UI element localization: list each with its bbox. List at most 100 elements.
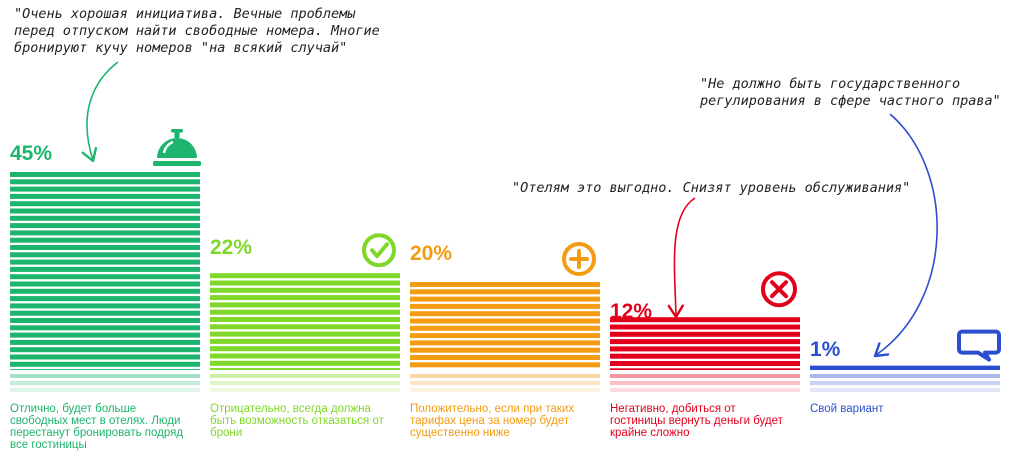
bar-2-stripe [210, 280, 400, 286]
category-label-1: Отлично, будет больше свободных мест в о… [10, 403, 184, 451]
bar-1-stripe [10, 274, 200, 280]
bar-4-reflection [610, 374, 800, 378]
bar-3 [410, 282, 600, 392]
category-label-3: Положительно, если при таких тарифах цен… [410, 403, 575, 439]
bar-1-stripe [10, 230, 200, 236]
bar-1-stripe [10, 369, 200, 370]
bar-1-reflection [10, 388, 200, 392]
bar-4-stripe [610, 346, 800, 352]
bar-5-reflection [810, 374, 1000, 378]
category-label-2: Отрицательно, всегда должна быть возможн… [210, 403, 384, 439]
arrow-quote-3 [873, 113, 938, 358]
bar-1-stripe [10, 237, 200, 243]
bar-3-stripe [410, 282, 600, 287]
bar-3-stripe [410, 355, 600, 360]
bar-1-stripe [10, 296, 200, 302]
service-bell-icon [153, 129, 201, 166]
bar-4-stripe [610, 324, 800, 330]
bar-2-stripe [210, 295, 400, 301]
bar-3-reflection [410, 388, 600, 392]
chat-bubble-icon [957, 329, 1001, 362]
bar-2-stripe [210, 309, 400, 315]
value-label-5: 1% [810, 338, 841, 361]
bar-1-reflection [10, 381, 200, 385]
bar-1-stripe [10, 245, 200, 250]
bar-2-reflection [210, 388, 400, 392]
bar-1-stripe [10, 193, 200, 199]
bar-3-stripe [410, 289, 600, 295]
bar-2-stripe [210, 331, 400, 337]
bar-2-stripe [210, 368, 400, 370]
bar-2-stripe [210, 302, 400, 308]
bar-3-reflection [410, 374, 600, 378]
bar-2-stripe [210, 360, 400, 366]
bar-4-stripe [610, 353, 800, 359]
bar-1-stripe [10, 266, 200, 272]
bar-1-stripe [10, 310, 200, 316]
bar-1-stripe [10, 223, 200, 229]
bar-2-stripe [210, 346, 400, 352]
bar-2-stripe [210, 273, 400, 279]
value-label-1: 45% [10, 142, 53, 165]
bar-2 [210, 273, 400, 392]
category-label-5: Свой вариант [810, 403, 884, 415]
bar-5 [810, 365, 1000, 392]
bar-5-reflection [810, 381, 1000, 385]
bar-4-stripe [610, 368, 800, 370]
bar-2-stripe [210, 317, 400, 322]
bar-1-stripe [10, 325, 200, 331]
bar-2-reflection [210, 374, 400, 378]
bar-1-stripe [10, 361, 200, 367]
bar-1-stripe [10, 186, 200, 192]
bar-1-stripe [10, 332, 200, 338]
bar-3-stripe [410, 318, 600, 324]
bar-3-stripe [410, 303, 600, 309]
bar-1-stripe [10, 172, 200, 177]
category-label-4: Негативно, добиться от гостиницы вернуть… [610, 403, 783, 439]
bar-1-stripe [10, 201, 200, 207]
bar-2-stripe [210, 338, 400, 344]
cross-circle-icon [761, 271, 797, 308]
bar-4-reflection [610, 388, 800, 392]
bar-2-reflection [210, 381, 400, 385]
bar-3-stripe [410, 296, 600, 302]
bar-1-stripe [10, 288, 200, 294]
bar-1-reflection [10, 374, 200, 378]
bar-1 [10, 172, 200, 392]
checkmark-circle-icon [362, 233, 396, 268]
bar-1-stripe [10, 318, 200, 323]
bar-1-stripe [10, 303, 200, 309]
bar-4-stripe [610, 361, 800, 366]
bar-3-stripe [410, 325, 600, 331]
bar-2-stripe [210, 287, 400, 293]
bar-4 [610, 317, 800, 392]
plus-circle-icon [562, 242, 596, 276]
bar-1-stripe [10, 259, 200, 265]
bar-1-stripe [10, 208, 200, 214]
quote-1: "Очень хорошая инициатива. Вечные пробле… [14, 6, 380, 56]
bar-4-stripe [610, 331, 800, 337]
value-label-3: 20% [410, 242, 453, 265]
bar-1-stripe [10, 347, 200, 353]
value-label-2: 22% [210, 236, 253, 259]
bar-3-stripe [410, 333, 600, 339]
arrow-quote-1 [81, 61, 119, 163]
bar-5-stripe [810, 365, 1000, 370]
bar-4-reflection [610, 381, 800, 385]
quote-3: "Не должно быть государственного регулир… [700, 76, 1001, 109]
bar-2-stripe [210, 324, 400, 330]
bar-1-stripe [10, 179, 200, 185]
bar-3-stripe [410, 362, 600, 368]
bar-1-stripe [10, 215, 200, 221]
bar-3-stripe [410, 340, 600, 346]
bar-1-stripe [10, 339, 200, 345]
bar-4-stripe [610, 317, 800, 323]
bar-5-reflection [810, 388, 1000, 392]
bar-4-stripe [610, 339, 800, 345]
value-label-4: 12% [610, 300, 653, 323]
arrow-quote-2 [667, 197, 696, 319]
quote-2: "Отелям это выгодно. Снизят уровень обсл… [512, 180, 911, 196]
bar-1-stripe [10, 281, 200, 287]
